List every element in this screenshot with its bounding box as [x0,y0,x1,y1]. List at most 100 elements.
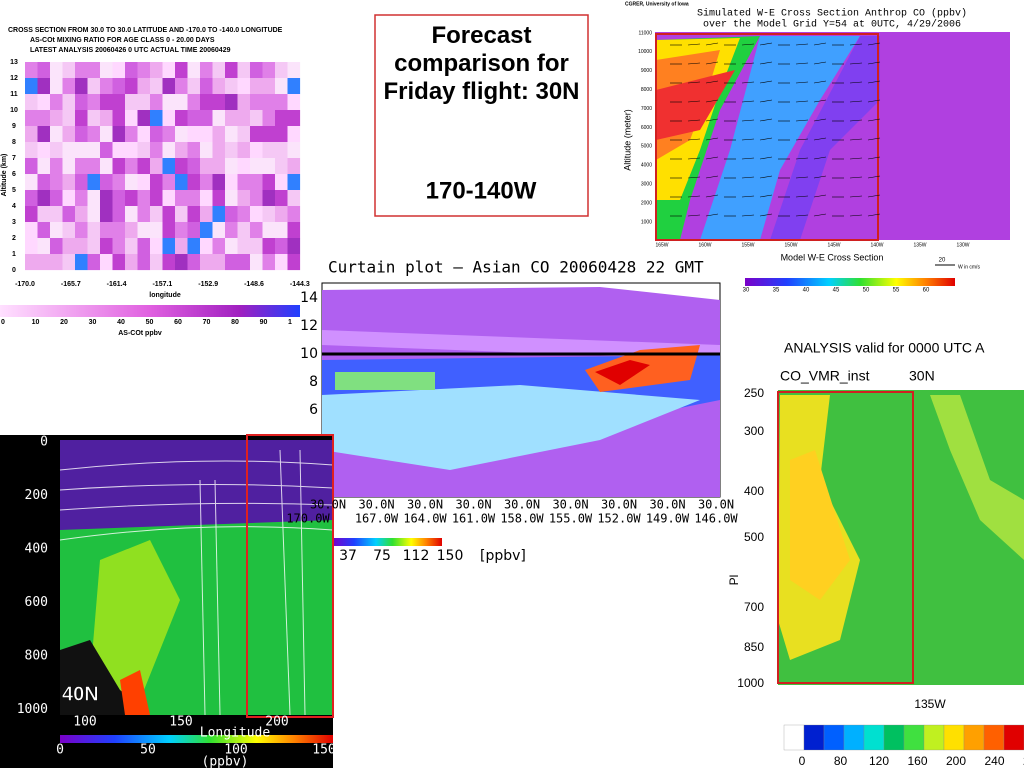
cell [175,222,188,239]
cell [112,110,126,127]
label: 800 [25,649,48,664]
wind-arrow [813,194,827,198]
label: 60 [923,288,930,294]
cell [75,126,88,143]
highlight-box [246,434,334,718]
cell [287,142,301,159]
cell [62,110,76,127]
cell [25,238,38,255]
label: 4 [12,203,16,210]
cell [162,222,176,239]
cell [100,206,113,223]
cell [237,174,251,191]
cell [275,222,288,239]
label: 50 [146,319,154,326]
colorbar-swatch [923,724,945,751]
cell [100,222,113,239]
wind-arrow [795,119,809,122]
wind-arrow [759,175,773,179]
cell [262,158,276,175]
cell [162,174,176,191]
cell [200,126,213,143]
label: 8000 [641,87,652,93]
cell [287,206,301,223]
cell [150,174,163,191]
wind-arrow [849,100,863,103]
label: -144.3 [290,281,310,288]
cell [262,190,276,207]
wind-arrow [687,138,701,141]
cell [50,206,63,223]
wind-arrow [795,195,809,198]
label: 30 [89,319,97,326]
wind-arrow [849,176,863,179]
label: 1000 [17,702,48,717]
colorbar-swatch [983,724,1005,751]
label: 10 [10,107,18,114]
cell [225,206,238,223]
wind-arrow [687,157,701,160]
label: 165W [655,242,668,248]
field [595,360,650,385]
cell [137,158,151,175]
cell [137,142,151,159]
wind-arrow [705,61,719,65]
label: 140W [870,242,883,248]
cell [237,62,251,79]
cell [250,222,263,239]
label: 20 [939,258,946,264]
label: W in cm/s [958,264,980,270]
cell [137,206,151,223]
label: 30.0N [504,498,540,512]
wind-arrow [813,213,827,217]
cell [237,126,251,143]
cell [75,174,88,191]
cell [37,222,51,239]
wind-arrow [705,194,719,198]
label: 50 [863,288,870,294]
cell [25,158,38,175]
wind-arrow [705,213,719,217]
cell [187,126,201,143]
wind-arrow [849,119,863,122]
wind-arrow [849,138,863,141]
cell [187,110,201,127]
field [120,670,150,715]
label: Altitude (meter) [622,109,632,171]
wind-arrow [759,156,773,160]
cell [150,142,163,159]
cell [262,222,276,239]
wind-arrow [795,138,809,141]
cell [250,110,263,127]
cell [62,222,76,239]
box-title: Forecast comparison for Friday flight: 3… [383,22,579,105]
cell [50,78,63,95]
wind-arrow [741,214,755,217]
cell [87,62,101,79]
cell [262,254,276,271]
wind-arrow [813,42,827,46]
label: 164.0W [403,512,447,526]
label: 146.0W [694,512,738,526]
colorbar [783,724,1024,751]
label: 145W [827,242,840,248]
cell [125,174,138,191]
colorbar [332,538,442,546]
cell [262,94,276,111]
wind-arrow [795,214,809,217]
cell [262,78,276,95]
label: 6 [12,171,16,178]
label: 1 [288,319,292,326]
wind-arrow [705,118,719,122]
cell [200,78,213,95]
cell [287,94,301,111]
cell [225,238,238,255]
cell [37,110,51,127]
cell [287,158,301,175]
cell [162,190,176,207]
cell [50,94,63,111]
cell [225,62,238,79]
label: [ppbv] [480,548,526,564]
label: 35 [773,288,780,294]
